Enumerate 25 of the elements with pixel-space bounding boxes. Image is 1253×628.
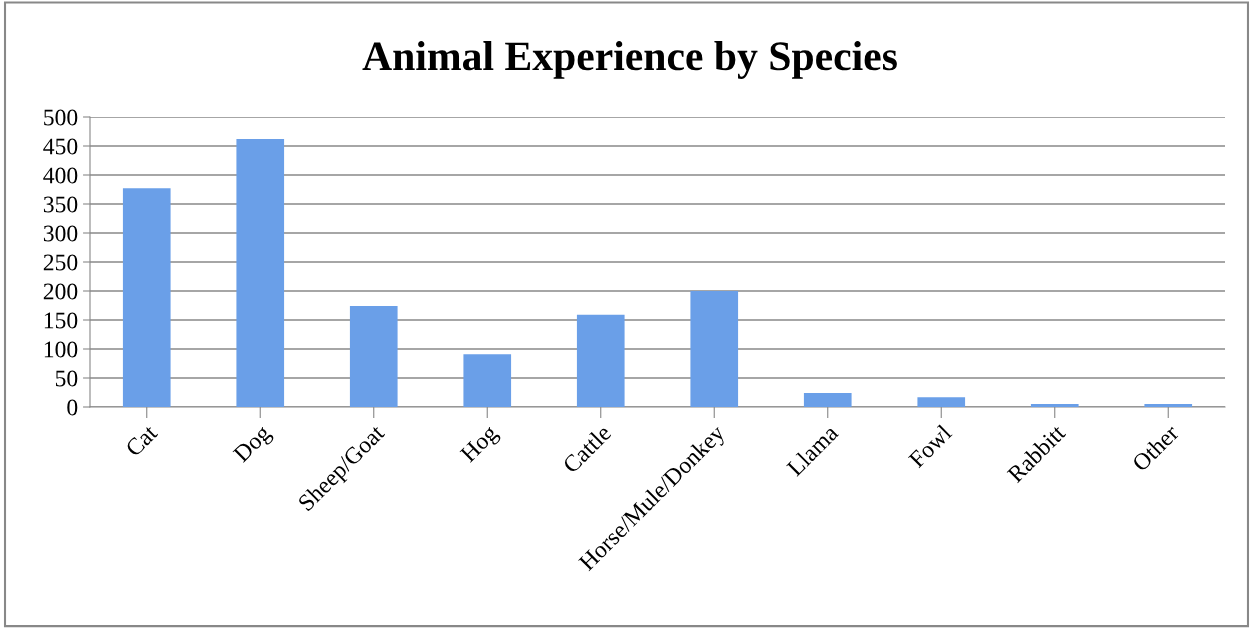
y-tick-label: 0: [67, 399, 78, 416]
bar: [917, 397, 966, 407]
chart-title: Animal Experience by Species: [362, 41, 897, 79]
y-tick-label: 300: [43, 225, 78, 242]
bar: [122, 188, 171, 407]
y-tick-label: 250: [43, 254, 78, 271]
bar: [349, 306, 398, 407]
y-tick-label: 200: [43, 283, 78, 300]
y-tick-label: 400: [43, 167, 78, 184]
bar: [1030, 404, 1079, 407]
bar: [236, 139, 285, 407]
x-tick-label: Hog: [459, 423, 503, 467]
y-tick-label: 50: [55, 370, 78, 387]
y-tick-label: 500: [44, 109, 78, 126]
bar: [463, 354, 512, 407]
x-tick-label: Cat: [124, 423, 159, 458]
bar: [576, 314, 625, 407]
x-tick-label: Dog: [232, 423, 276, 467]
y-tick-label: 350: [43, 196, 78, 213]
bar: [803, 393, 852, 407]
y-tick-label: 450: [43, 138, 78, 155]
bar: [690, 291, 739, 407]
y-tick-label: 150: [44, 312, 78, 329]
bar: [1144, 404, 1193, 407]
y-tick-label: 100: [44, 341, 78, 358]
